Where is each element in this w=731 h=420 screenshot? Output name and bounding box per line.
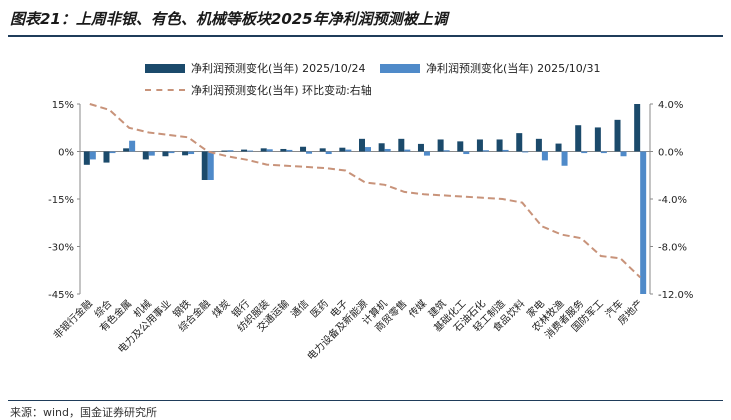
chart-title: 图表21：上周非银、有色、机械等板块2025年净利润预测被上调 xyxy=(10,10,448,28)
bar-series-1 xyxy=(634,104,641,152)
bar-series-1 xyxy=(221,150,228,152)
right-tick-label: -8.0% xyxy=(658,243,687,254)
legend-swatch-series-3 xyxy=(145,89,185,91)
bar-series-1 xyxy=(241,149,248,152)
bar-series-1 xyxy=(594,127,601,152)
right-tick-label: -4.0% xyxy=(658,195,687,206)
line-series-3 xyxy=(89,103,641,279)
bar-series-2 xyxy=(227,150,234,152)
bar-series-1 xyxy=(359,138,365,152)
legend-label-series-2: 净利润预测变化(当年) 2025/10/31 xyxy=(426,62,601,75)
bar-series-2 xyxy=(581,151,588,154)
bar-series-2 xyxy=(266,149,273,152)
bar-series-1 xyxy=(103,151,110,163)
bar-series-1 xyxy=(201,151,208,180)
bar-series-2 xyxy=(404,149,411,152)
bar-series-1 xyxy=(339,147,346,152)
left-tick-label: -45% xyxy=(48,290,74,301)
right-tick-label: -12.0% xyxy=(658,290,693,301)
bar-series-1 xyxy=(280,148,287,152)
bar-series-1 xyxy=(260,148,267,152)
bar-series-2 xyxy=(89,151,96,160)
bar-series-1 xyxy=(417,143,424,152)
bar-series-2 xyxy=(423,151,430,156)
bar-series-2 xyxy=(286,149,293,152)
bar-series-1 xyxy=(300,146,307,152)
bar-series-1 xyxy=(476,139,483,152)
bar-series-2 xyxy=(561,151,568,166)
bar-series-1 xyxy=(83,151,90,165)
bar-series-1 xyxy=(516,133,523,152)
source-divider xyxy=(8,400,723,401)
bar-series-2 xyxy=(247,150,254,152)
chart-canvas: 15% 0% -15% -30% -45% 4.0% 0.0% -4.0% -8.0% -12.0… xyxy=(48,100,693,363)
bar-series-1 xyxy=(123,148,130,152)
bar-series-1 xyxy=(142,151,149,160)
category-label: 传媒 xyxy=(406,298,429,321)
bar-series-2 xyxy=(522,151,529,153)
bar-series-2 xyxy=(482,150,489,152)
legend-swatch-series-2 xyxy=(380,63,420,73)
bar-series-1 xyxy=(319,148,326,152)
bar-series-1 xyxy=(496,139,503,152)
right-tick-label: 4.0% xyxy=(658,100,683,111)
bar-series-1 xyxy=(614,119,621,152)
bar-series-2 xyxy=(306,151,313,154)
title-divider xyxy=(8,35,723,37)
bar-series-2 xyxy=(620,151,627,157)
legend-label-series-1: 净利润预测变化(当年) 2025/10/24 xyxy=(191,62,366,75)
legend-item-series-3: 净利润预测变化(当年) 环比变动:右轴 xyxy=(145,82,372,98)
bar-series-2 xyxy=(443,150,450,152)
legend-swatch-series-1 xyxy=(145,63,185,73)
bar-series-2 xyxy=(600,151,607,154)
bar-series-1 xyxy=(398,138,405,152)
category-label: 非银行金融 xyxy=(50,297,95,342)
bar-series-2 xyxy=(168,151,175,154)
bar-series-2 xyxy=(129,140,136,152)
bar-series-2 xyxy=(541,151,548,161)
bar-series-2 xyxy=(345,149,352,152)
category-label: 煤炭 xyxy=(209,297,232,320)
left-tick-label: 15% xyxy=(52,100,74,111)
legend-label-series-3: 净利润预测变化(当年) 环比变动:右轴 xyxy=(191,84,372,97)
bar-series-1 xyxy=(535,138,542,152)
bar-series-2 xyxy=(148,151,155,156)
bar-series-2 xyxy=(384,148,391,152)
bar-series-2 xyxy=(325,151,332,155)
category-label: 通信 xyxy=(289,298,312,321)
category-label: 医药 xyxy=(308,298,331,321)
bar-series-1 xyxy=(437,139,444,152)
bar-series-1 xyxy=(378,143,385,152)
bar-series-1 xyxy=(575,125,582,152)
bar-series-2 xyxy=(640,151,647,294)
left-tick-label: 0% xyxy=(58,148,74,159)
bar-series-2 xyxy=(109,151,116,154)
bar-series-1 xyxy=(457,141,464,152)
left-tick-label: -15% xyxy=(48,195,74,206)
bar-series-1 xyxy=(162,151,169,157)
bar-series-2 xyxy=(463,151,470,155)
bar-series-1 xyxy=(555,143,562,152)
bar-series-2 xyxy=(365,147,371,152)
bar-series-2 xyxy=(207,151,214,180)
legend-item-series-1: 净利润预测变化(当年) 2025/10/24 xyxy=(145,60,365,76)
bar-series-2 xyxy=(502,149,509,152)
bar-series-1 xyxy=(182,151,189,156)
left-tick-label: -30% xyxy=(48,243,74,254)
legend-item-series-2: 净利润预测变化(当年) 2025/10/31 xyxy=(380,60,600,76)
source-note: 来源：wind，国金证券研究所 xyxy=(10,406,158,419)
bar-series-2 xyxy=(188,151,195,155)
right-tick-label: 0.0% xyxy=(658,148,683,159)
